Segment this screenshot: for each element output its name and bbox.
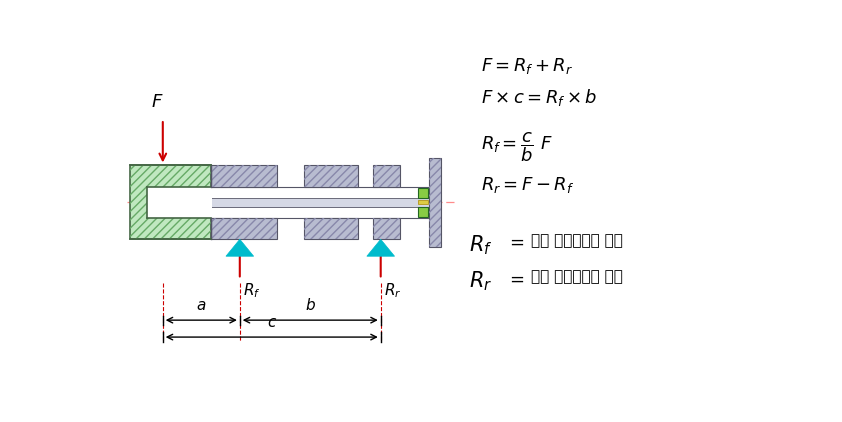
Text: $R_r$: $R_r$ <box>384 281 402 300</box>
Text: 전방 자기베어링 반력: 전방 자기베어링 반력 <box>530 233 623 248</box>
Bar <box>304 165 358 187</box>
Text: 후방 자기베어링 반력: 후방 자기베어링 반력 <box>530 269 623 284</box>
Bar <box>429 158 440 247</box>
Bar <box>429 158 440 247</box>
Bar <box>304 218 358 239</box>
Text: $=$: $=$ <box>506 233 525 251</box>
Bar <box>418 188 429 198</box>
Text: a: a <box>197 298 206 313</box>
Text: $F = R_f + R_r$: $F = R_f + R_r$ <box>481 56 573 76</box>
Bar <box>418 200 429 204</box>
Text: $R_f$: $R_f$ <box>242 281 260 300</box>
Bar <box>211 165 277 187</box>
Text: F: F <box>152 93 163 111</box>
Bar <box>211 198 434 207</box>
Bar <box>211 165 277 187</box>
Text: $F \times c = R_f \times b$: $F \times c = R_f \times b$ <box>481 87 597 108</box>
Bar <box>211 218 277 239</box>
Polygon shape <box>226 239 253 256</box>
Bar <box>373 165 400 187</box>
Bar <box>418 206 429 216</box>
Bar <box>131 165 211 239</box>
Text: b: b <box>306 298 315 313</box>
Text: $=$: $=$ <box>506 269 525 287</box>
Text: $R_r = F - R_f$: $R_r = F - R_f$ <box>481 176 574 195</box>
Text: $R_r$: $R_r$ <box>469 269 493 293</box>
Bar <box>147 187 212 218</box>
Polygon shape <box>367 239 395 256</box>
Bar <box>373 165 400 187</box>
Bar <box>373 218 400 239</box>
Bar <box>304 218 358 239</box>
Text: c: c <box>268 315 276 330</box>
Bar <box>373 218 400 239</box>
Bar <box>211 218 277 239</box>
Bar <box>131 165 211 239</box>
Text: $R_f$: $R_f$ <box>469 233 493 257</box>
Text: $R_f = \dfrac{c}{b}\ F$: $R_f = \dfrac{c}{b}\ F$ <box>481 131 552 164</box>
Bar <box>304 165 358 187</box>
